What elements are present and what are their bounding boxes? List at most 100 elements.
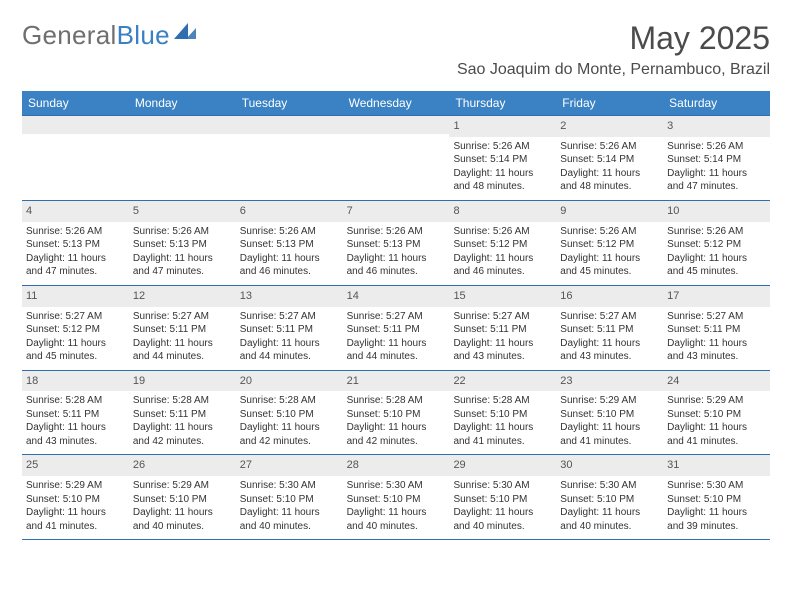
calendar-week: 25Sunrise: 5:29 AMSunset: 5:10 PMDayligh…	[22, 455, 770, 540]
daylight-line: Daylight: 11 hours and 43 minutes.	[26, 421, 125, 448]
calendar-cell: 9Sunrise: 5:26 AMSunset: 5:12 PMDaylight…	[556, 201, 663, 285]
calendar-week: 18Sunrise: 5:28 AMSunset: 5:11 PMDayligh…	[22, 371, 770, 456]
sunrise-line: Sunrise: 5:26 AM	[560, 225, 659, 239]
calendar-cell: 20Sunrise: 5:28 AMSunset: 5:10 PMDayligh…	[236, 371, 343, 455]
calendar-cell: 28Sunrise: 5:30 AMSunset: 5:10 PMDayligh…	[343, 455, 450, 539]
daylight-line: Daylight: 11 hours and 40 minutes.	[453, 506, 552, 533]
sunrise-line: Sunrise: 5:29 AM	[26, 479, 125, 493]
daylight-line: Daylight: 11 hours and 42 minutes.	[347, 421, 446, 448]
day-number: 21	[343, 371, 450, 392]
day-header: Thursday	[449, 91, 556, 115]
sunrise-line: Sunrise: 5:30 AM	[453, 479, 552, 493]
daylight-line: Daylight: 11 hours and 40 minutes.	[560, 506, 659, 533]
daylight-line: Daylight: 11 hours and 47 minutes.	[133, 252, 232, 279]
day-number: 24	[663, 371, 770, 392]
day-header: Sunday	[22, 91, 129, 115]
calendar-cell	[343, 116, 450, 200]
calendar-cell: 11Sunrise: 5:27 AMSunset: 5:12 PMDayligh…	[22, 286, 129, 370]
daylight-line: Daylight: 11 hours and 46 minutes.	[347, 252, 446, 279]
calendar-cell: 12Sunrise: 5:27 AMSunset: 5:11 PMDayligh…	[129, 286, 236, 370]
calendar-cell: 16Sunrise: 5:27 AMSunset: 5:11 PMDayligh…	[556, 286, 663, 370]
calendar-cell: 27Sunrise: 5:30 AMSunset: 5:10 PMDayligh…	[236, 455, 343, 539]
daylight-line: Daylight: 11 hours and 41 minutes.	[26, 506, 125, 533]
sunset-line: Sunset: 5:11 PM	[347, 323, 446, 337]
brand-part1: General	[22, 20, 117, 50]
calendar-cell	[129, 116, 236, 200]
sunset-line: Sunset: 5:11 PM	[240, 323, 339, 337]
calendar-cell: 21Sunrise: 5:28 AMSunset: 5:10 PMDayligh…	[343, 371, 450, 455]
calendar-week: 11Sunrise: 5:27 AMSunset: 5:12 PMDayligh…	[22, 286, 770, 371]
daylight-line: Daylight: 11 hours and 44 minutes.	[347, 337, 446, 364]
brand-part2: Blue	[117, 20, 170, 50]
day-number: 22	[449, 371, 556, 392]
sunset-line: Sunset: 5:13 PM	[133, 238, 232, 252]
calendar-cell: 17Sunrise: 5:27 AMSunset: 5:11 PMDayligh…	[663, 286, 770, 370]
day-number: 26	[129, 455, 236, 476]
sunset-line: Sunset: 5:10 PM	[667, 493, 766, 507]
calendar-cell: 30Sunrise: 5:30 AMSunset: 5:10 PMDayligh…	[556, 455, 663, 539]
day-number: 29	[449, 455, 556, 476]
day-number: 4	[22, 201, 129, 222]
calendar-cell	[22, 116, 129, 200]
sunset-line: Sunset: 5:10 PM	[240, 408, 339, 422]
daylight-line: Daylight: 11 hours and 47 minutes.	[26, 252, 125, 279]
day-number: 2	[556, 116, 663, 137]
sunrise-line: Sunrise: 5:29 AM	[667, 394, 766, 408]
sunrise-line: Sunrise: 5:26 AM	[347, 225, 446, 239]
calendar-cell: 26Sunrise: 5:29 AMSunset: 5:10 PMDayligh…	[129, 455, 236, 539]
sunset-line: Sunset: 5:12 PM	[26, 323, 125, 337]
day-number: 31	[663, 455, 770, 476]
calendar: Sunday Monday Tuesday Wednesday Thursday…	[22, 91, 770, 540]
sunset-line: Sunset: 5:13 PM	[347, 238, 446, 252]
day-number	[129, 116, 236, 134]
sunrise-line: Sunrise: 5:29 AM	[133, 479, 232, 493]
day-number: 16	[556, 286, 663, 307]
day-number: 10	[663, 201, 770, 222]
calendar-page: GeneralBlue May 2025 Sao Joaquim do Mont…	[0, 0, 792, 540]
calendar-cell: 10Sunrise: 5:26 AMSunset: 5:12 PMDayligh…	[663, 201, 770, 285]
sunrise-line: Sunrise: 5:30 AM	[240, 479, 339, 493]
calendar-cell: 4Sunrise: 5:26 AMSunset: 5:13 PMDaylight…	[22, 201, 129, 285]
daylight-line: Daylight: 11 hours and 48 minutes.	[560, 167, 659, 194]
day-header: Tuesday	[236, 91, 343, 115]
day-number: 20	[236, 371, 343, 392]
day-number: 9	[556, 201, 663, 222]
sunrise-line: Sunrise: 5:26 AM	[26, 225, 125, 239]
day-number: 19	[129, 371, 236, 392]
calendar-cell: 23Sunrise: 5:29 AMSunset: 5:10 PMDayligh…	[556, 371, 663, 455]
sunrise-line: Sunrise: 5:27 AM	[667, 310, 766, 324]
daylight-line: Daylight: 11 hours and 45 minutes.	[667, 252, 766, 279]
calendar-cell: 19Sunrise: 5:28 AMSunset: 5:11 PMDayligh…	[129, 371, 236, 455]
sunset-line: Sunset: 5:14 PM	[453, 153, 552, 167]
sunset-line: Sunset: 5:11 PM	[26, 408, 125, 422]
sunset-line: Sunset: 5:10 PM	[133, 493, 232, 507]
day-number: 6	[236, 201, 343, 222]
sunset-line: Sunset: 5:10 PM	[347, 408, 446, 422]
daylight-line: Daylight: 11 hours and 43 minutes.	[453, 337, 552, 364]
calendar-cell	[236, 116, 343, 200]
location-label: Sao Joaquim do Monte, Pernambuco, Brazil	[457, 61, 770, 79]
calendar-cell: 25Sunrise: 5:29 AMSunset: 5:10 PMDayligh…	[22, 455, 129, 539]
day-header: Saturday	[663, 91, 770, 115]
daylight-line: Daylight: 11 hours and 40 minutes.	[347, 506, 446, 533]
daylight-line: Daylight: 11 hours and 44 minutes.	[240, 337, 339, 364]
calendar-cell: 24Sunrise: 5:29 AMSunset: 5:10 PMDayligh…	[663, 371, 770, 455]
sunrise-line: Sunrise: 5:28 AM	[453, 394, 552, 408]
day-header-row: Sunday Monday Tuesday Wednesday Thursday…	[22, 91, 770, 115]
daylight-line: Daylight: 11 hours and 42 minutes.	[133, 421, 232, 448]
sunset-line: Sunset: 5:12 PM	[453, 238, 552, 252]
calendar-week: 4Sunrise: 5:26 AMSunset: 5:13 PMDaylight…	[22, 201, 770, 286]
daylight-line: Daylight: 11 hours and 46 minutes.	[240, 252, 339, 279]
sunrise-line: Sunrise: 5:27 AM	[26, 310, 125, 324]
sunset-line: Sunset: 5:11 PM	[667, 323, 766, 337]
day-number: 11	[22, 286, 129, 307]
calendar-cell: 1Sunrise: 5:26 AMSunset: 5:14 PMDaylight…	[449, 116, 556, 200]
day-number: 18	[22, 371, 129, 392]
sunset-line: Sunset: 5:10 PM	[560, 493, 659, 507]
calendar-cell: 22Sunrise: 5:28 AMSunset: 5:10 PMDayligh…	[449, 371, 556, 455]
brand-text: GeneralBlue	[22, 20, 170, 51]
sunrise-line: Sunrise: 5:26 AM	[133, 225, 232, 239]
calendar-cell: 31Sunrise: 5:30 AMSunset: 5:10 PMDayligh…	[663, 455, 770, 539]
calendar-cell: 2Sunrise: 5:26 AMSunset: 5:14 PMDaylight…	[556, 116, 663, 200]
sunrise-line: Sunrise: 5:30 AM	[560, 479, 659, 493]
